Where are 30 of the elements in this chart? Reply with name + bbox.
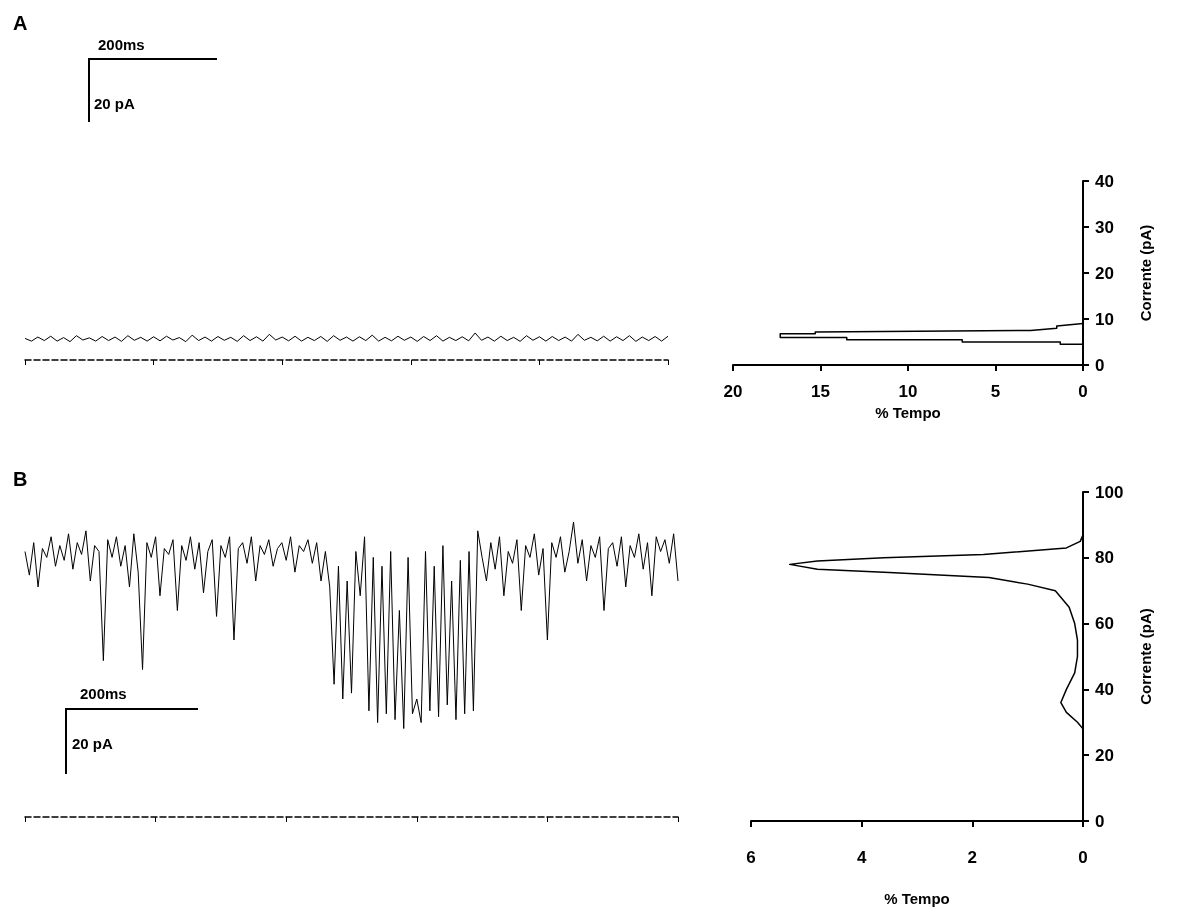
x-tick-label: 2 xyxy=(967,848,978,867)
y-tick-label: 30 xyxy=(1095,217,1114,237)
annotation: 20 pA xyxy=(72,735,113,752)
y-tick-label: 40 xyxy=(1095,679,1114,699)
x-tick-label: 0 xyxy=(1078,848,1088,867)
x-tick-label: 0 xyxy=(1078,382,1088,401)
y-tick-label: 10 xyxy=(1095,309,1114,329)
x-axis-title: % Tempo xyxy=(875,404,941,421)
y-tick-label: 20 xyxy=(1095,745,1114,765)
y-tick-label: 40 xyxy=(1095,171,1114,191)
y-tick-label: 60 xyxy=(1095,614,1114,634)
y-tick-label: 20 xyxy=(1095,263,1114,283)
y-tick-label: 80 xyxy=(1095,548,1114,568)
x-tick-label: 15 xyxy=(811,382,830,401)
text: 200ms xyxy=(98,36,145,53)
text: 20 pA xyxy=(94,95,135,112)
y-tick-label: 100 xyxy=(1095,482,1124,502)
y-axis-title: Corrente (pA) xyxy=(1137,608,1154,705)
chart-title: A xyxy=(13,12,28,34)
chart-title: B xyxy=(13,468,28,490)
x-tick-label: 20 xyxy=(723,382,743,401)
annotation: 200ms xyxy=(80,685,127,702)
x-axis-title: % Tempo xyxy=(884,890,950,907)
x-tick-label: 10 xyxy=(898,382,918,401)
x-tick-label: 6 xyxy=(746,848,756,867)
y-tick-label: 0 xyxy=(1095,355,1105,375)
y-tick-label: 0 xyxy=(1095,811,1105,831)
x-tick-label: 4 xyxy=(856,848,867,867)
y-axis-title: Corrente (pA) xyxy=(1137,224,1154,322)
x-tick-label: 5 xyxy=(990,382,1001,401)
